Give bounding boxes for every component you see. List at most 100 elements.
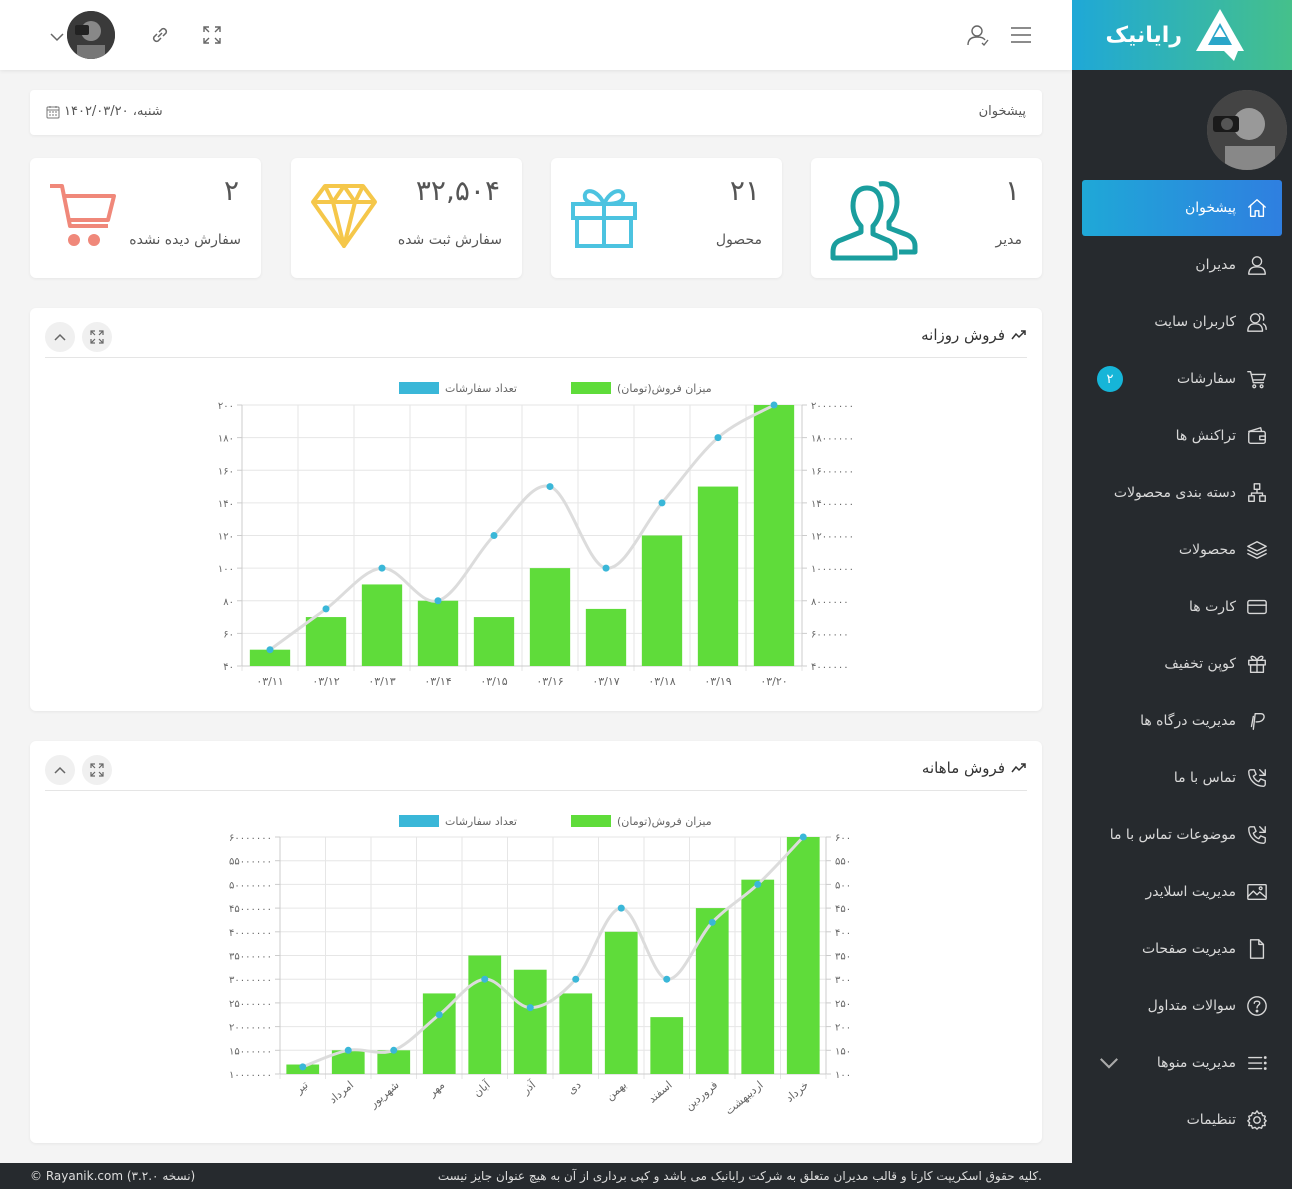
- diamond-icon: [311, 184, 377, 248]
- legend-label[interactable]: میزان فروش(تومان): [617, 815, 712, 828]
- topbar: [0, 0, 1072, 70]
- bar[interactable]: [650, 1017, 684, 1074]
- avatar[interactable]: [67, 11, 115, 59]
- bar[interactable]: [641, 535, 683, 667]
- page-title: پیشخوان: [978, 104, 1026, 119]
- bar[interactable]: [331, 1050, 365, 1074]
- fullscreen-icon[interactable]: [199, 22, 225, 48]
- expand-button[interactable]: [82, 755, 112, 785]
- sidebar-item[interactable]: تنظیمات: [1072, 1091, 1292, 1148]
- bar[interactable]: [468, 955, 502, 1075]
- sidebar-item[interactable]: سوالات متداول: [1072, 977, 1292, 1034]
- bar[interactable]: [249, 649, 291, 666]
- point[interactable]: [714, 434, 722, 442]
- question-icon: [1246, 995, 1268, 1017]
- chevron-down-icon[interactable]: [44, 24, 70, 50]
- bar[interactable]: [753, 405, 795, 666]
- tick-label: ۱۰۰: [218, 564, 234, 575]
- sidebar-item[interactable]: پیشخوان: [1082, 180, 1282, 236]
- point[interactable]: [658, 499, 666, 507]
- point[interactable]: [490, 532, 498, 539]
- legend-label[interactable]: تعداد سفارشات: [445, 815, 517, 828]
- point[interactable]: [434, 597, 442, 605]
- point[interactable]: [526, 1004, 534, 1012]
- point[interactable]: [344, 1046, 352, 1054]
- tick-label: ۱۵۰۰۰۰۰۰: [229, 1046, 272, 1057]
- tick-label: ۳۵۰: [835, 952, 851, 963]
- sidebar-item[interactable]: مدیریت منوها: [1072, 1034, 1292, 1091]
- sidebar-item[interactable]: کارت ها: [1072, 578, 1292, 635]
- point[interactable]: [770, 401, 778, 409]
- point[interactable]: [799, 833, 807, 841]
- expand-button[interactable]: [82, 322, 112, 352]
- sidebar-item[interactable]: مدیران: [1072, 236, 1292, 293]
- sidebar-item[interactable]: تراکنش ها: [1072, 407, 1292, 464]
- legend-label[interactable]: میزان فروش(تومان): [617, 382, 712, 395]
- point[interactable]: [481, 975, 489, 983]
- sidebar-item-label: مدیریت اسلایدر: [1145, 883, 1236, 900]
- point[interactable]: [546, 483, 554, 491]
- tick-label: ۱۶۰۰۰۰۰۰: [811, 466, 854, 477]
- bar[interactable]: [786, 837, 820, 1074]
- collapse-button[interactable]: [45, 755, 75, 785]
- bar[interactable]: [305, 617, 347, 666]
- tick-label: ۶۰۰: [835, 833, 851, 844]
- logo-icon: [1196, 9, 1244, 61]
- sidebar-item[interactable]: کوپن تخفیف: [1072, 635, 1292, 692]
- collapse-button[interactable]: [45, 322, 75, 352]
- bar[interactable]: [361, 584, 403, 666]
- sidebar-item[interactable]: مدیریت اسلایدر: [1072, 863, 1292, 920]
- sidebar-item-label: پیشخوان: [1184, 200, 1236, 216]
- point[interactable]: [299, 1063, 307, 1071]
- sidebar-item[interactable]: تماس با ما: [1072, 749, 1292, 806]
- bar[interactable]: [741, 879, 775, 1074]
- sidebar-item-label: موضوعات تماس با ما: [1109, 826, 1236, 843]
- point[interactable]: [663, 975, 671, 983]
- bar[interactable]: [377, 1050, 411, 1074]
- stat-card-orders[interactable]: ۳۲,۵۰۴ سفارش ثبت شده: [291, 158, 522, 278]
- sidebar-avatar[interactable]: [1207, 90, 1287, 170]
- sidebar-item[interactable]: مدیریت درگاه ها: [1072, 692, 1292, 749]
- point[interactable]: [602, 564, 610, 572]
- sidebar-item[interactable]: دسته بندی محصولات: [1072, 464, 1292, 521]
- stat-card-products[interactable]: ۲۱ محصول: [551, 158, 782, 278]
- bar[interactable]: [559, 993, 593, 1074]
- stat-card-admins[interactable]: ۱ مدیر: [811, 158, 1042, 278]
- legend-swatch-sales: [571, 382, 611, 394]
- link-icon[interactable]: [147, 22, 173, 48]
- bar[interactable]: [585, 608, 627, 666]
- point[interactable]: [435, 1011, 443, 1019]
- point[interactable]: [378, 564, 386, 572]
- point[interactable]: [708, 918, 716, 926]
- bar[interactable]: [529, 568, 571, 666]
- user-icon[interactable]: [965, 22, 991, 48]
- bar[interactable]: [695, 908, 729, 1074]
- bar[interactable]: [697, 486, 739, 666]
- point[interactable]: [572, 975, 580, 983]
- point[interactable]: [617, 904, 625, 912]
- point[interactable]: [322, 605, 330, 613]
- left-axis-ticks: ۲۰۰ ۱۸۰ ۱۶۰ ۱۴۰ ۱۲۰ ۱۰۰ ۸۰ ۶۰ ۴۰: [218, 401, 234, 673]
- point[interactable]: [754, 880, 762, 888]
- sidebar-item[interactable]: ۲ سفارشات: [1072, 350, 1292, 407]
- point[interactable]: [266, 646, 274, 654]
- right-axis-ticks: ۲۰۰۰۰۰۰۰ ۱۸۰۰۰۰۰۰ ۱۶۰۰۰۰۰۰ ۱۴۰۰۰۰۰۰ ۱۲۰۰۰۰۰۰…: [811, 401, 854, 673]
- bar[interactable]: [417, 600, 459, 666]
- sidebar-item[interactable]: محصولات: [1072, 521, 1292, 578]
- bar[interactable]: [604, 931, 638, 1074]
- phone-icon: [1246, 824, 1268, 846]
- point[interactable]: [390, 1046, 398, 1054]
- hamburger-icon[interactable]: [1008, 22, 1034, 48]
- bar[interactable]: [473, 617, 515, 666]
- expand-icon: [90, 763, 104, 777]
- tick-label: ۰۳/۱۸: [648, 675, 675, 688]
- bar[interactable]: [513, 969, 547, 1074]
- legend-label[interactable]: تعداد سفارشات: [445, 382, 517, 395]
- sidebar-item[interactable]: مدیریت صفحات: [1072, 920, 1292, 977]
- sidebar-item[interactable]: موضوعات تماس با ما: [1072, 806, 1292, 863]
- brand-name: رایانیک: [1105, 22, 1183, 48]
- sidebar-item[interactable]: کاربران سایت: [1072, 293, 1292, 350]
- stat-card-unseen-orders[interactable]: ۲ سفارش دیده نشده: [30, 158, 261, 278]
- brand[interactable]: رایانیک: [1072, 0, 1292, 70]
- tick-label: ۰۳/۱۵: [480, 675, 507, 688]
